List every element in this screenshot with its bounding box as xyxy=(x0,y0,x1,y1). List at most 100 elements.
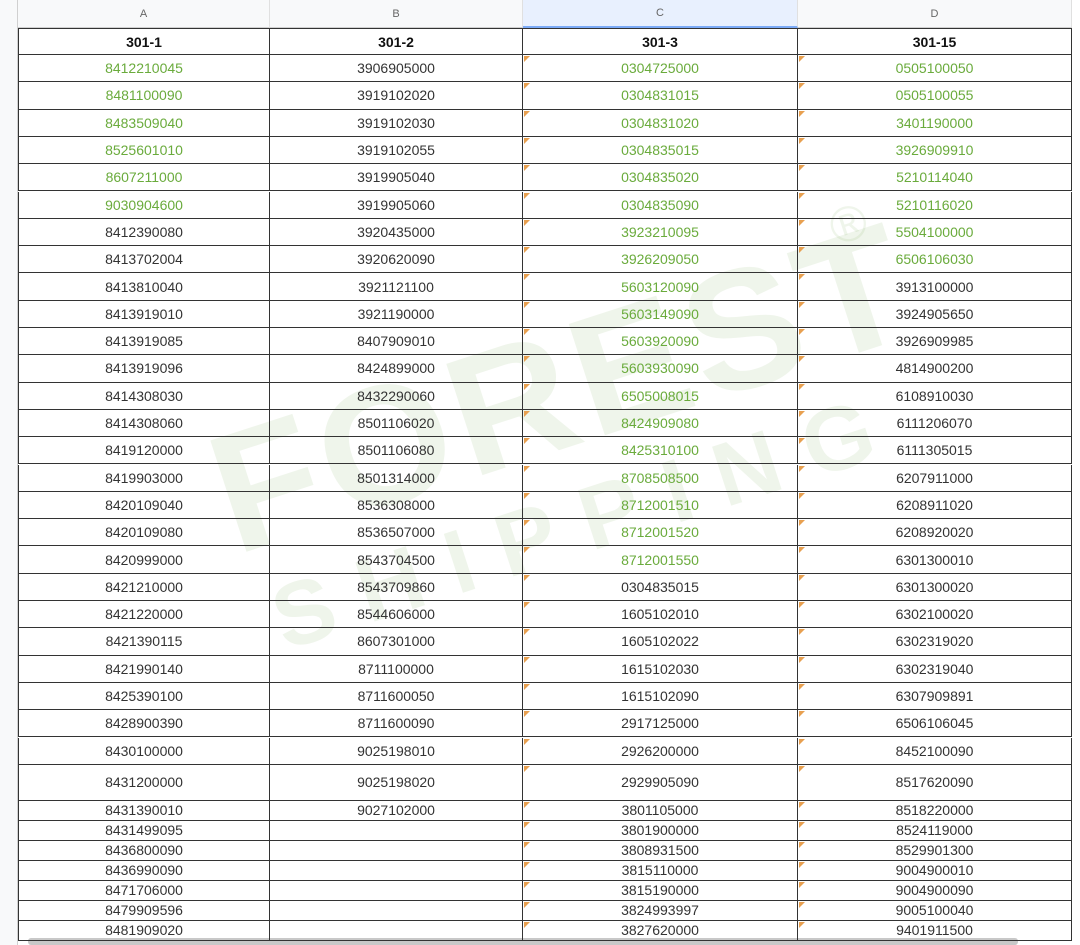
cell[interactable]: 3921190000 xyxy=(270,300,523,328)
cell[interactable]: 5603120090 xyxy=(523,273,798,301)
cell[interactable]: 8412210045 xyxy=(18,55,270,83)
column-header[interactable]: 301-2 xyxy=(270,28,523,55)
cell[interactable]: 8431200000 xyxy=(18,764,270,801)
cell[interactable]: 8412390080 xyxy=(18,218,270,247)
cell[interactable]: 8420109080 xyxy=(18,519,270,547)
cell[interactable]: 8536308000 xyxy=(270,491,523,520)
cell[interactable]: 1605102022 xyxy=(523,628,798,656)
cell[interactable]: 3919905060 xyxy=(270,191,523,219)
cell[interactable]: 8425310100 xyxy=(523,437,798,465)
cell[interactable]: 8481909020 xyxy=(18,920,270,941)
cell[interactable]: 8471706000 xyxy=(18,880,270,901)
cell[interactable]: 0304835015 xyxy=(523,573,798,601)
cell[interactable]: 8436800090 xyxy=(18,840,270,861)
cell[interactable]: 6506106045 xyxy=(798,710,1072,738)
cell[interactable]: 3401190000 xyxy=(798,109,1072,137)
cell[interactable]: 6302100020 xyxy=(798,601,1072,629)
empty-cell[interactable] xyxy=(270,840,523,861)
cell[interactable]: 8501106020 xyxy=(270,409,523,438)
cell[interactable]: 9027102000 xyxy=(270,800,523,821)
cell[interactable]: 8407909010 xyxy=(270,328,523,356)
cell[interactable]: 8501314000 xyxy=(270,464,523,492)
cell[interactable]: 5210114040 xyxy=(798,164,1072,192)
cell[interactable]: 3923210095 xyxy=(523,218,798,247)
cell[interactable]: 3924905650 xyxy=(798,300,1072,328)
cell[interactable]: 6302319040 xyxy=(798,655,1072,683)
cell[interactable]: 3919102030 xyxy=(270,109,523,137)
cell[interactable]: 8413919085 xyxy=(18,328,270,356)
empty-cell[interactable] xyxy=(270,880,523,901)
cell[interactable]: 5210116020 xyxy=(798,191,1072,219)
cell[interactable]: 1615102030 xyxy=(523,655,798,683)
cell[interactable]: 8524119000 xyxy=(798,820,1072,841)
cell[interactable]: 6506106030 xyxy=(798,246,1072,274)
cell[interactable]: 8421220000 xyxy=(18,601,270,629)
cell[interactable]: 8424909080 xyxy=(523,409,798,438)
cell[interactable]: 8413810040 xyxy=(18,273,270,301)
cell[interactable]: 9005100040 xyxy=(798,900,1072,921)
cell[interactable]: 4814900200 xyxy=(798,355,1072,383)
cell[interactable]: 6208911020 xyxy=(798,491,1072,520)
cell[interactable]: 8420999000 xyxy=(18,546,270,574)
cell[interactable]: 3913100000 xyxy=(798,273,1072,301)
cell[interactable]: 6207911000 xyxy=(798,464,1072,492)
cell[interactable]: 8607301000 xyxy=(270,628,523,656)
cell[interactable]: 8421210000 xyxy=(18,573,270,601)
cell[interactable]: 0304725000 xyxy=(523,55,798,83)
cell[interactable]: 8712001550 xyxy=(523,546,798,574)
cell[interactable]: 3920620090 xyxy=(270,246,523,274)
cell[interactable]: 8413702004 xyxy=(18,246,270,274)
cell[interactable]: 8712001520 xyxy=(523,519,798,547)
cell[interactable]: 0505100050 xyxy=(798,55,1072,83)
cell[interactable]: 8518220000 xyxy=(798,800,1072,821)
cell[interactable]: 8421390115 xyxy=(18,628,270,656)
cell[interactable]: 3827620000 xyxy=(523,920,798,941)
cell[interactable]: 8414308030 xyxy=(18,382,270,410)
column-letter[interactable]: B xyxy=(270,0,523,28)
cell[interactable]: 8425390100 xyxy=(18,682,270,711)
cell[interactable]: 1605102010 xyxy=(523,601,798,629)
empty-cell[interactable] xyxy=(270,820,523,841)
cell[interactable]: 8712001510 xyxy=(523,491,798,520)
cell[interactable]: 6208920020 xyxy=(798,519,1072,547)
column-letter[interactable]: D xyxy=(798,0,1072,28)
cell[interactable]: 8432290060 xyxy=(270,382,523,410)
cell[interactable]: 3919102055 xyxy=(270,136,523,165)
cell[interactable]: 0304835015 xyxy=(523,136,798,165)
cell[interactable]: 3919905040 xyxy=(270,164,523,192)
cell[interactable]: 2929905090 xyxy=(523,764,798,801)
cell[interactable]: 9004900090 xyxy=(798,880,1072,901)
cell[interactable]: 6505008015 xyxy=(523,382,798,410)
cell[interactable]: 8419120000 xyxy=(18,437,270,465)
column-header[interactable]: 301-15 xyxy=(798,28,1072,55)
cell[interactable]: 2917125000 xyxy=(523,710,798,738)
cell[interactable]: 8525601010 xyxy=(18,136,270,165)
cell[interactable]: 0505100055 xyxy=(798,82,1072,110)
cell[interactable]: 9025198010 xyxy=(270,737,523,765)
column-letter[interactable]: C xyxy=(523,0,798,28)
cell[interactable]: 3815110000 xyxy=(523,860,798,881)
cell[interactable]: 6111206070 xyxy=(798,409,1072,438)
cell[interactable]: 3926909985 xyxy=(798,328,1072,356)
cell[interactable]: 0304835090 xyxy=(523,191,798,219)
cell[interactable]: 3921121100 xyxy=(270,273,523,301)
cell[interactable]: 6301300020 xyxy=(798,573,1072,601)
cell[interactable]: 3801900000 xyxy=(523,820,798,841)
cell[interactable]: 6307909891 xyxy=(798,682,1072,711)
cell[interactable]: 6108910030 xyxy=(798,382,1072,410)
cell[interactable]: 9401911500 xyxy=(798,920,1072,941)
cell[interactable]: 8544606000 xyxy=(270,601,523,629)
cell[interactable]: 3824993997 xyxy=(523,900,798,921)
cell[interactable]: 6301300010 xyxy=(798,546,1072,574)
cell[interactable]: 3815190000 xyxy=(523,880,798,901)
cell[interactable]: 8413919096 xyxy=(18,355,270,383)
cell[interactable]: 8414308060 xyxy=(18,409,270,438)
cell[interactable]: 8711100000 xyxy=(270,655,523,683)
cell[interactable]: 8481100090 xyxy=(18,82,270,110)
cell[interactable]: 8501106080 xyxy=(270,437,523,465)
cell[interactable]: 8420109040 xyxy=(18,491,270,520)
cell[interactable]: 8430100000 xyxy=(18,737,270,765)
cell[interactable]: 3906905000 xyxy=(270,55,523,83)
cell[interactable]: 3801105000 xyxy=(523,800,798,821)
cell[interactable]: 8479909596 xyxy=(18,900,270,921)
